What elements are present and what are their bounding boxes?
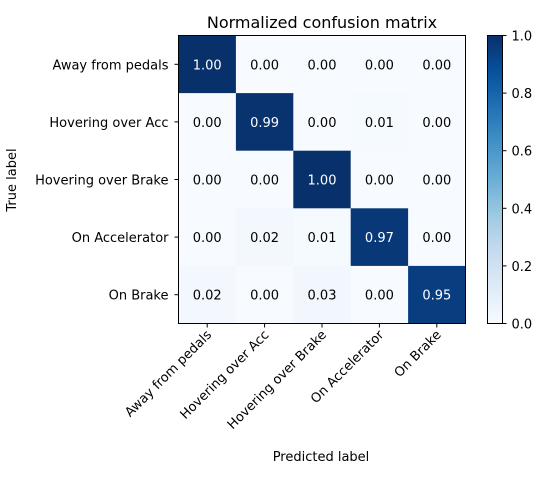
cell-value-labels: 1.00 0.00 0.00 0.00 0.00 0.00 0.99 0.00 0.01 0.00… [193,58,452,303]
heatmap-cell [408,150,466,209]
colorbar-tick-label: 0.4 [512,202,533,217]
chart-title: Normalized confusion matrix [207,13,437,32]
colorbar-tick-label: 1.0 [512,30,533,45]
heatmap-cell [178,265,237,324]
cell-value-label: 0.00 [422,231,451,246]
x-tick-label: On Brake [392,328,445,381]
heatmap-cell [408,208,466,267]
y-tick-label: Away from pedals [52,58,168,73]
heatmap-cell [178,93,237,152]
y-tick-marks [174,63,179,296]
heatmap-cell [293,93,352,152]
cell-value-label: 0.00 [250,58,279,73]
cell-value-label: 0.01 [308,231,337,246]
cell-value-label: 0.00 [422,116,451,131]
heatmap-cell [408,35,466,94]
heatmap-cells [178,35,466,324]
y-tick-label: Hovering over Brake [35,174,168,189]
x-axis-label: Predicted label [273,450,370,465]
cell-value-label: 0.00 [365,289,394,304]
heatmap-cell [293,35,352,94]
colorbar [487,35,503,324]
heatmap-cell [350,150,409,209]
cell-value-label: 0.00 [365,174,394,189]
heatmap-cell [178,208,237,267]
cell-value-label: 0.00 [308,116,337,131]
heatmap-cell [235,35,294,94]
heatmap-cell [178,150,237,209]
y-tick-label: Hovering over Acc [49,116,168,131]
cell-value-label: 0.00 [365,58,394,73]
cell-value-label: 0.02 [193,289,222,304]
cell-value-label: 0.00 [193,116,222,131]
cell-value-label: 1.00 [193,58,222,73]
cell-value-label: 0.00 [193,174,222,189]
heatmap-cell [293,150,352,209]
colorbar-ticks: 0.0 0.2 0.4 0.6 0.8 1.0 [502,30,533,333]
heatmap-cell [408,93,466,152]
colorbar-tick-label: 0.2 [512,260,533,275]
heatmap-cell [350,35,409,94]
cell-value-label: 0.03 [308,289,337,304]
heatmap-cell [350,265,409,324]
cell-value-label: 0.00 [193,231,222,246]
cell-value-label: 0.99 [250,116,279,131]
cell-value-label: 0.00 [308,58,337,73]
cell-value-label: 0.95 [422,289,451,304]
cell-value-label: 0.97 [365,231,394,246]
y-tick-label: On Brake [109,289,169,304]
heatmap-cell [235,150,294,209]
colorbar-tick-label: 0.6 [512,145,533,160]
y-tick-labels: Away from pedals Hovering over Acc Hoverin… [35,58,169,303]
cell-value-label: 0.02 [250,231,279,246]
heatmap-cell [350,93,409,152]
cell-value-label: 0.00 [250,174,279,189]
colorbar-tick-label: 0.0 [512,318,533,333]
cell-value-label: 0.01 [365,116,394,131]
cell-value-label: 0.00 [422,58,451,73]
cell-value-label: 1.00 [308,174,337,189]
cell-value-label: 0.00 [250,289,279,304]
x-tick-label: Hovering over Brake [225,328,330,433]
x-tick-marks [206,323,438,328]
y-tick-label: On Accelerator [72,231,170,246]
heatmap-cell [293,208,352,267]
heatmap-cell [350,208,409,267]
cell-value-label: 0.00 [422,174,451,189]
heatmap-cell [293,265,352,324]
heatmap-cell [235,208,294,267]
heatmap-cell [235,93,294,152]
colorbar-tick-label: 0.8 [512,87,533,102]
y-axis-label: True label [5,148,20,212]
heatmap-cell [408,265,466,324]
heatmap-cell [235,265,294,324]
heatmap-cell [178,35,237,94]
